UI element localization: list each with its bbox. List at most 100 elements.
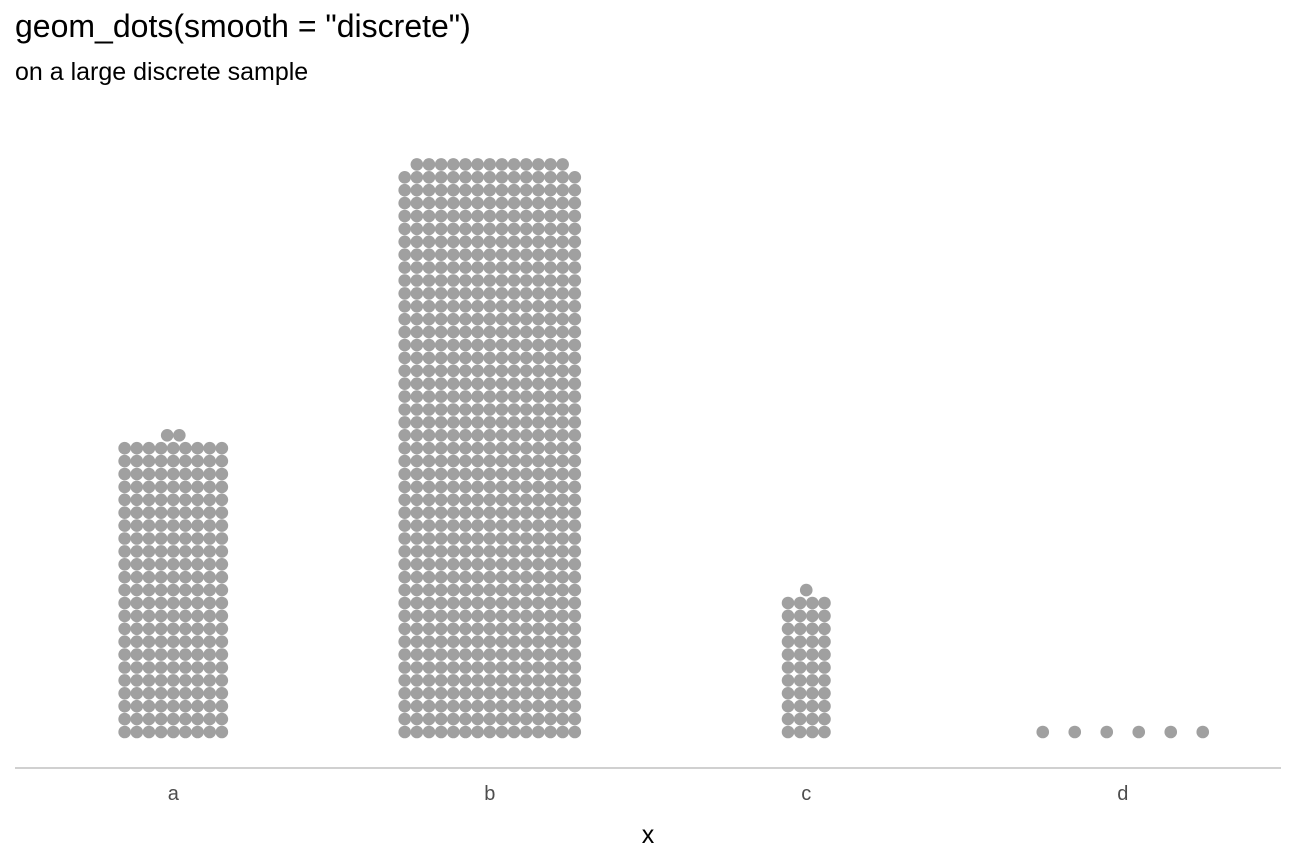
dot-a-193: [166, 454, 180, 468]
dot-a-134: [215, 545, 229, 558]
x-tick-label-c: c: [801, 783, 811, 805]
dot-b-1: [410, 725, 424, 739]
dot-a-6: [191, 725, 204, 739]
dot-b-245: [459, 519, 472, 532]
dot-b-65: [459, 674, 472, 687]
dot-a-56: [142, 648, 156, 661]
dot-a-76: [166, 622, 180, 636]
dot-b-539: [568, 274, 582, 287]
dot-b-314: [568, 467, 582, 481]
dot-a-112: [166, 570, 180, 584]
dot-b-349: [447, 429, 460, 442]
dot-b-379: [447, 403, 460, 416]
x-axis-title: x: [642, 821, 655, 849]
dot-b-532: [483, 274, 497, 287]
dot-c-31: [818, 635, 831, 648]
dot-b-593: [495, 222, 509, 236]
dot-b-217: [483, 545, 497, 558]
dot-a-26: [215, 699, 229, 713]
dot-a-136: [130, 532, 144, 545]
dot-a-20: [142, 699, 156, 713]
dot-b-500: [459, 300, 472, 313]
dot-b-277: [483, 493, 497, 507]
dot-a-120: [154, 558, 168, 571]
dot-a-102: [154, 583, 168, 597]
dot-d-4: [1164, 725, 1178, 739]
dot-b-440: [459, 351, 472, 365]
dot-b-499: [447, 300, 460, 313]
dot-c-7: [818, 712, 831, 726]
dot-b-358: [556, 429, 569, 442]
dot-b-254: [568, 519, 582, 532]
dot-b-606: [471, 209, 484, 223]
dot-a-52: [203, 661, 216, 674]
dot-a-123: [191, 558, 204, 571]
dot-b-99: [507, 648, 521, 661]
dot-b-541: [410, 261, 424, 274]
dot-c-13: [793, 687, 807, 700]
dot-b-120: [398, 622, 412, 636]
dot-b-381: [471, 403, 484, 416]
dot-b-208: [556, 558, 569, 571]
dot-b-100: [519, 648, 533, 661]
dot-c-4: [781, 712, 795, 726]
dot-b-592: [483, 222, 497, 236]
dot-b-642: [544, 183, 557, 197]
dot-a-38: [142, 674, 156, 687]
dot-b-69: [507, 674, 521, 687]
dot-a-184: [166, 467, 180, 481]
dot-b-226: [410, 532, 424, 545]
dot-b-514: [447, 287, 460, 300]
dot-a-82: [130, 609, 144, 623]
dot-a-66: [154, 635, 168, 648]
dot-b-204: [507, 558, 521, 571]
dot-a-150: [191, 519, 204, 532]
dot-a-40: [166, 674, 180, 687]
dot-a-207: [160, 429, 174, 442]
dot-c-43: [818, 596, 831, 610]
dot-b-425: [459, 364, 472, 378]
dot-b-602: [422, 209, 436, 223]
dot-b-318: [434, 454, 448, 468]
dot-b-121: [410, 622, 424, 636]
dot-b-144: [507, 609, 521, 623]
dot-a-70: [203, 635, 216, 648]
dot-b-630: [398, 183, 412, 197]
dot-b-625: [519, 196, 533, 210]
dot-b-283: [556, 493, 569, 507]
dot-b-209: [568, 558, 582, 571]
dot-b-10: [519, 725, 533, 739]
dot-b-180: [398, 570, 412, 584]
dot-b-650: [459, 171, 472, 184]
dot-b-74: [568, 674, 582, 687]
dot-c-10: [806, 699, 819, 713]
dot-a-44: [215, 674, 229, 687]
dot-b-560: [459, 248, 472, 261]
dot-b-450: [398, 338, 412, 352]
dot-c-6: [806, 712, 819, 726]
dot-b-76: [410, 661, 424, 674]
dot-b-531: [471, 274, 484, 287]
dot-b-41: [532, 699, 545, 713]
dot-b-658: [556, 171, 569, 184]
dot-a-2: [142, 725, 156, 739]
dot-b-413: [495, 377, 509, 391]
dot-b-557: [422, 248, 436, 261]
dot-b-210: [398, 545, 412, 558]
dot-b-570: [398, 235, 412, 249]
dot-a-34: [203, 687, 216, 700]
dot-a-78: [191, 622, 204, 636]
dot-b-104: [568, 648, 582, 661]
dot-b-171: [471, 583, 484, 597]
dot-b-640: [519, 183, 533, 197]
dot-a-104: [179, 583, 192, 597]
dot-b-28: [556, 712, 569, 726]
dot-b-375: [398, 403, 412, 416]
dot-b-464: [568, 338, 582, 352]
dot-b-200: [459, 558, 472, 571]
dot-b-661: [422, 158, 436, 171]
dot-a-5: [179, 725, 192, 739]
dot-b-241: [410, 519, 424, 532]
dot-a-63: [118, 635, 131, 648]
dot-b-112: [483, 635, 497, 648]
